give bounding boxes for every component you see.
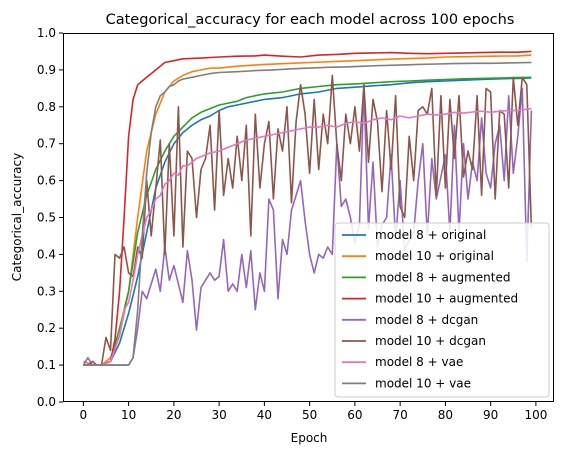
x-tick-label: 90: [483, 408, 498, 422]
x-tick-label: 100: [524, 408, 547, 422]
legend-entry: model 10 + vae: [375, 376, 471, 390]
series-line-4: [83, 50, 532, 366]
x-tick-label: 50: [302, 408, 317, 422]
x-tick-label: 10: [121, 408, 136, 422]
series-line-3: [83, 76, 532, 366]
legend-entry: model 10 + original: [375, 249, 494, 263]
x-axis-ticks: 0 10 20 30 40 50 60 70 80 90 100: [80, 402, 547, 422]
series-line-6: [83, 74, 533, 366]
legend-entry: model 8 + vae: [375, 355, 463, 369]
series-line-8: [83, 61, 532, 366]
x-tick-label: 70: [392, 408, 407, 422]
y-tick-label: 0.3: [37, 284, 56, 298]
y-tick-label: 0.9: [37, 63, 56, 77]
series-line-1: [83, 77, 532, 366]
series-lines: [82, 50, 533, 366]
legend-entry: model 8 + augmented: [375, 270, 510, 284]
legend-entry: model 10 + dcgan: [375, 334, 486, 348]
chart-title: Categorical_accuracy for each model acro…: [106, 12, 515, 28]
plot-frame: [63, 33, 554, 402]
legend: model 8 + original model 10 + original mod…: [334, 222, 550, 398]
x-tick-label: 20: [166, 408, 181, 422]
x-tick-label: 30: [211, 408, 226, 422]
legend-entry: model 8 + original: [375, 228, 486, 242]
legend-entry: model 8 + dcgan: [375, 313, 478, 327]
y-tick-label: 1.0: [37, 26, 56, 40]
y-tick-label: 0.8: [37, 100, 56, 114]
x-tick-label: 80: [438, 408, 453, 422]
series-line-5: [82, 87, 533, 366]
series-line-7: [83, 107, 532, 366]
y-tick-label: 0.5: [37, 211, 56, 225]
y-tick-label: 0.0: [37, 395, 56, 409]
y-axis-ticks: 0.0 0.1 0.2 0.3 0.4 0.5 0.6 0.7 0.8 0.9 1.0: [37, 26, 63, 409]
legend-entry: model 10 + augmented: [375, 292, 518, 306]
x-tick-label: 60: [347, 408, 362, 422]
y-tick-label: 0.2: [37, 321, 56, 335]
x-tick-label: 0: [80, 408, 88, 422]
y-axis-label: Categorical_accuracy: [10, 153, 24, 281]
x-tick-label: 40: [257, 408, 272, 422]
y-tick-label: 0.7: [37, 137, 56, 151]
y-tick-label: 0.6: [37, 174, 56, 188]
x-axis-label: Epoch: [291, 431, 328, 445]
legend-box: [334, 222, 550, 398]
y-tick-label: 0.4: [37, 247, 56, 261]
y-tick-label: 0.1: [37, 358, 56, 372]
